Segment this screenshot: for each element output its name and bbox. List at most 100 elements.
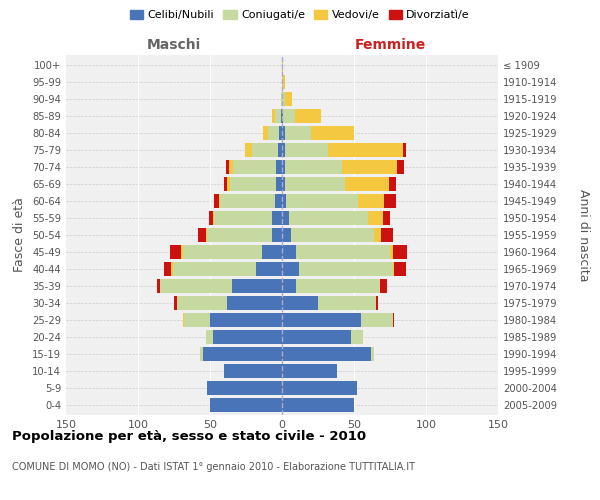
Bar (209, 211, 213, 225)
Bar (203, 346, 282, 361)
Bar (184, 312, 210, 327)
Bar (390, 245, 393, 259)
Bar (282, 143, 285, 158)
Bar (214, 211, 272, 225)
Bar (289, 211, 368, 225)
Bar (207, 228, 272, 242)
Bar (384, 194, 396, 208)
Bar (233, 160, 276, 174)
Bar (282, 312, 361, 327)
Bar (311, 126, 354, 140)
Bar (230, 177, 276, 192)
Bar (290, 228, 374, 242)
Bar (328, 143, 403, 158)
Bar (282, 92, 285, 106)
Bar (173, 262, 256, 276)
Bar (285, 92, 292, 106)
Bar (286, 194, 358, 208)
Bar (283, 109, 295, 124)
Y-axis label: Anni di nascita: Anni di nascita (577, 188, 590, 281)
Bar (282, 228, 290, 242)
Bar (224, 364, 282, 378)
Bar (252, 143, 278, 158)
Bar (282, 75, 283, 90)
Bar (285, 126, 311, 140)
Bar (282, 364, 337, 378)
Bar (361, 312, 393, 327)
Bar (272, 228, 282, 242)
Bar (282, 58, 283, 72)
Bar (177, 296, 227, 310)
Bar (282, 109, 283, 124)
Y-axis label: Fasce di età: Fasce di età (13, 198, 26, 272)
Bar (296, 245, 390, 259)
Bar (220, 194, 275, 208)
Bar (371, 346, 374, 361)
Bar (275, 109, 281, 124)
Bar (206, 228, 207, 242)
Bar (256, 262, 282, 276)
Bar (282, 245, 296, 259)
Bar (282, 177, 285, 192)
Bar (282, 278, 296, 293)
Bar (226, 160, 229, 174)
Bar (282, 126, 285, 140)
Bar (174, 296, 177, 310)
Text: Maschi: Maschi (147, 38, 201, 52)
Bar (199, 228, 206, 242)
Bar (276, 177, 282, 192)
Bar (281, 109, 282, 124)
Bar (282, 160, 285, 174)
Bar (214, 194, 218, 208)
Bar (281, 92, 282, 106)
Bar (279, 126, 282, 140)
Bar (210, 398, 282, 412)
Bar (272, 109, 275, 124)
Text: COMUNE DI MOMO (NO) - Dati ISTAT 1° gennaio 2010 - Elaborazione TUTTITALIA.IT: COMUNE DI MOMO (NO) - Dati ISTAT 1° genn… (12, 462, 415, 472)
Bar (224, 177, 227, 192)
Bar (389, 177, 396, 192)
Bar (299, 262, 393, 276)
Bar (213, 330, 282, 344)
Bar (376, 296, 379, 310)
Bar (207, 380, 282, 395)
Bar (282, 262, 299, 276)
Bar (213, 211, 214, 225)
Bar (282, 194, 286, 208)
Bar (285, 143, 328, 158)
Bar (232, 278, 282, 293)
Bar (282, 380, 357, 395)
Bar (282, 346, 371, 361)
Bar (276, 160, 282, 174)
Bar (227, 177, 230, 192)
Bar (227, 296, 282, 310)
Bar (358, 194, 384, 208)
Bar (380, 278, 387, 293)
Bar (393, 262, 394, 276)
Bar (182, 312, 184, 327)
Bar (394, 262, 406, 276)
Bar (206, 330, 213, 344)
Bar (171, 262, 173, 276)
Bar (403, 143, 406, 158)
Bar (346, 177, 389, 192)
Bar (181, 245, 182, 259)
Text: Femmine: Femmine (355, 38, 425, 52)
Bar (383, 211, 390, 225)
Bar (218, 194, 220, 208)
Bar (200, 346, 203, 361)
Bar (170, 245, 181, 259)
Bar (351, 330, 362, 344)
Bar (397, 160, 404, 174)
Bar (282, 330, 351, 344)
Bar (278, 143, 282, 158)
Bar (268, 126, 279, 140)
Bar (182, 245, 262, 259)
Legend: Celibi/Nubili, Coniugati/e, Vedovi/e, Divorziatì/e: Celibi/Nubili, Coniugati/e, Vedovi/e, Di… (125, 6, 475, 25)
Bar (272, 211, 282, 225)
Bar (282, 296, 318, 310)
Bar (295, 109, 321, 124)
Bar (296, 278, 380, 293)
Bar (393, 245, 407, 259)
Bar (262, 245, 282, 259)
